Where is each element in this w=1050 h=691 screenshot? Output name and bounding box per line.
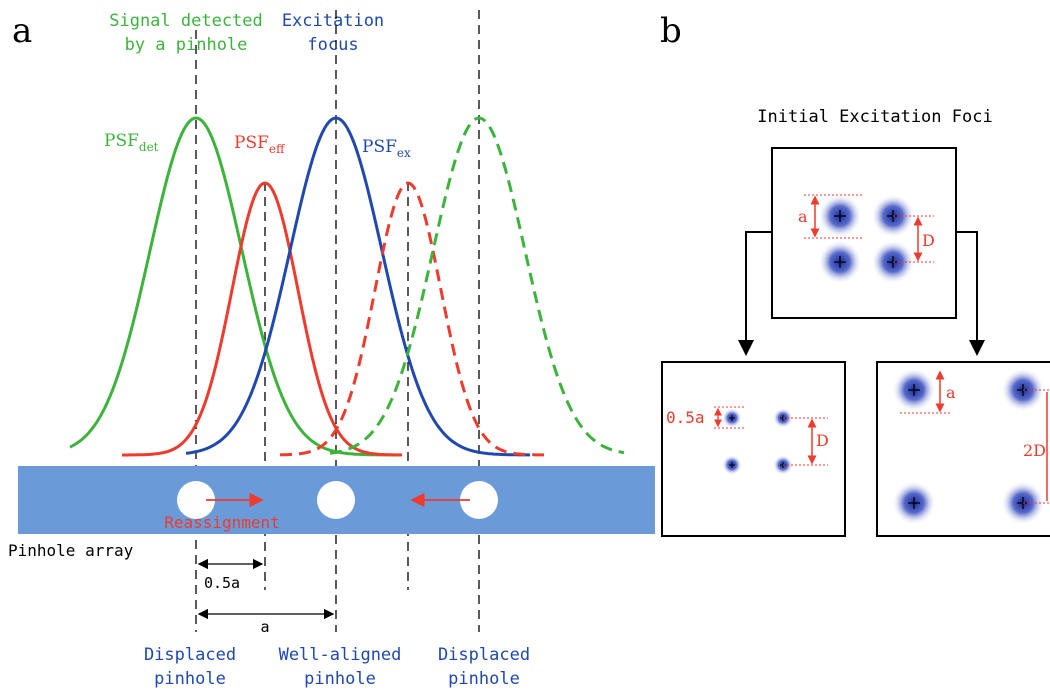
psf-det-curve: [69, 116, 400, 457]
psf-det-displaced-curve: [329, 116, 625, 455]
right-dim-guides: [900, 389, 1050, 504]
bottom-center-line2: pinhole: [304, 669, 376, 689]
psf-eff-base: PSF: [234, 133, 269, 153]
psf-ex-base: PSF: [362, 137, 397, 157]
excitation-title-line1: Excitation: [282, 11, 384, 31]
pinhole-center: [317, 481, 355, 519]
psf-det-base: PSF: [104, 131, 139, 151]
psf-ex-sub: ex: [397, 146, 411, 160]
psf-det-sub: det: [139, 140, 159, 154]
bottom-center-line1: Well-aligned: [279, 645, 402, 665]
psf-ex-label: PSFex: [362, 137, 411, 160]
psf-eff-displaced-curve: [279, 181, 544, 457]
guide-lines: [195, 10, 480, 632]
pinhole-array-label: Pinhole array: [8, 541, 134, 560]
psf-curves: [69, 116, 625, 457]
signal-title-line1: Signal detected: [109, 11, 263, 31]
panel-b-label: b: [660, 11, 682, 51]
bottom-right-line1: Displaced: [438, 645, 530, 665]
panel-a-label: a: [12, 11, 32, 51]
pinhole-right: [460, 481, 498, 519]
top-dim-guides: [804, 194, 934, 263]
psf-eff-sub: eff: [269, 142, 286, 156]
top-a-label: a: [798, 207, 808, 226]
connector-right: [956, 231, 985, 356]
left-half-a-label: 0.5a: [666, 408, 705, 427]
panel-b-title: Initial Excitation Foci: [757, 107, 992, 127]
connector-left: [738, 231, 772, 356]
panel-b: b Initial Excitation Foci a D: [660, 11, 1050, 537]
left-dim-guides: [714, 406, 828, 466]
bottom-right-line2: pinhole: [448, 669, 520, 689]
psf-ex-curve: [185, 116, 531, 457]
top-d-label: D: [922, 231, 935, 250]
reassignment-label: Reassignment: [164, 513, 280, 532]
pinhole-left: [177, 481, 215, 519]
psf-det-label: PSFdet: [104, 131, 159, 154]
excitation-title-line2: focus: [307, 35, 358, 55]
right-a-label: a: [946, 383, 956, 402]
right-2d-label: 2D: [1023, 441, 1046, 460]
psf-eff-label: PSFeff: [234, 133, 286, 156]
dim-full-label: a: [260, 618, 269, 636]
bottom-left-line2: pinhole: [154, 669, 226, 689]
signal-title-line2: by a pinhole: [125, 35, 248, 55]
bottom-left-line1: Displaced: [144, 645, 236, 665]
panel-a: a Signal detected by a pinhole Excitatio…: [8, 10, 655, 689]
psf-eff-curve: [122, 181, 403, 457]
left-d-label: D: [816, 431, 829, 450]
dim-half-label: 0.5a: [204, 574, 240, 592]
